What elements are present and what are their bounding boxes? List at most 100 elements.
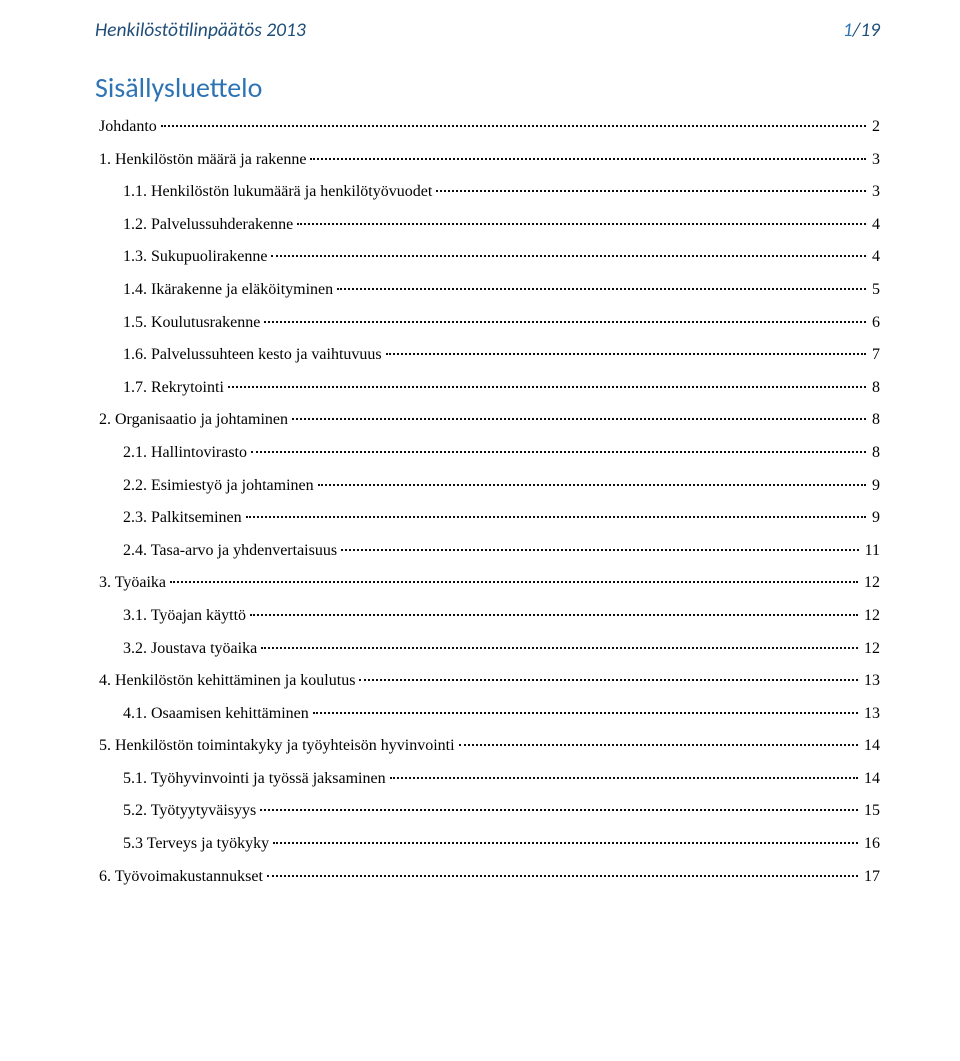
toc-label: 2.4. Tasa-arvo ja yhdenvertaisuus <box>123 540 341 562</box>
toc-entry[interactable]: 2.2. Esimiestyö ja johtaminen 9 <box>99 474 880 497</box>
toc-leader <box>264 311 866 327</box>
page: Henkilöstötilinpäätös 2013 1/19 Sisällys… <box>0 0 960 1061</box>
toc-label: 3. Työaika <box>99 572 170 594</box>
toc-page: 2 <box>866 116 880 138</box>
toc-entry[interactable]: 1.3. Sukupuolirakenne 4 <box>99 245 880 268</box>
page-header: Henkilöstötilinpäätös 2013 1/19 <box>95 18 880 42</box>
toc-page: 16 <box>858 833 880 855</box>
toc-entry[interactable]: 6. Työvoimakustannukset 17 <box>99 865 880 888</box>
toc-label: 2.2. Esimiestyö ja johtaminen <box>123 475 318 497</box>
page-total: 19 <box>860 18 880 42</box>
toc-page: 8 <box>866 442 880 464</box>
toc-label: 3.2. Joustava työaika <box>123 638 261 660</box>
toc-label: 5.2. Työtyytyväisyys <box>123 800 260 822</box>
toc-leader <box>341 539 859 555</box>
toc-label: 1.4. Ikärakenne ja eläköityminen <box>123 279 337 301</box>
toc: Johdanto 2 1. Henkilöstön määrä ja raken… <box>99 115 880 887</box>
toc-page: 13 <box>858 703 880 725</box>
toc-page: 8 <box>866 409 880 431</box>
toc-entry[interactable]: 4.1. Osaamisen kehittäminen 13 <box>99 702 880 725</box>
toc-leader <box>459 734 858 750</box>
toc-entry[interactable]: 5.3 Terveys ja työkyky 16 <box>99 832 880 855</box>
toc-label: 2.1. Hallintovirasto <box>123 442 251 464</box>
toc-label: 6. Työvoimakustannukset <box>99 866 267 888</box>
toc-entry[interactable]: 1.1. Henkilöstön lukumäärä ja henkilötyö… <box>99 180 880 203</box>
toc-label: 5. Henkilöstön toimintakyky ja työyhteis… <box>99 735 459 757</box>
toc-leader <box>436 180 866 196</box>
toc-page: 6 <box>866 312 880 334</box>
toc-leader <box>318 474 866 490</box>
toc-entry[interactable]: 5.2. Työtyytyväisyys 15 <box>99 799 880 822</box>
toc-page: 12 <box>858 638 880 660</box>
toc-label: 5.1. Työhyvinvointi ja työssä jaksaminen <box>123 768 390 790</box>
toc-entry[interactable]: 2. Organisaatio ja johtaminen 8 <box>99 408 880 431</box>
page-number: 1/19 <box>843 18 880 42</box>
toc-leader <box>250 604 858 620</box>
toc-page: 12 <box>858 572 880 594</box>
toc-entry[interactable]: 2.4. Tasa-arvo ja yhdenvertaisuus 11 <box>99 539 880 562</box>
toc-leader <box>297 213 866 229</box>
toc-leader <box>386 343 866 359</box>
toc-label: 1.6. Palvelussuhteen kesto ja vaihtuvuus <box>123 344 386 366</box>
toc-entry[interactable]: 1.2. Palvelussuhderakenne 4 <box>99 213 880 236</box>
toc-entry[interactable]: 1. Henkilöstön määrä ja rakenne 3 <box>99 148 880 171</box>
toc-page: 12 <box>858 605 880 627</box>
toc-page: 5 <box>866 279 880 301</box>
toc-leader <box>273 832 858 848</box>
toc-leader <box>292 408 866 424</box>
toc-leader <box>310 148 866 164</box>
toc-leader <box>271 245 866 261</box>
toc-label: 4.1. Osaamisen kehittäminen <box>123 703 313 725</box>
toc-label: 4. Henkilöstön kehittäminen ja koulutus <box>99 670 359 692</box>
toc-entry[interactable]: 1.4. Ikärakenne ja eläköityminen 5 <box>99 278 880 301</box>
toc-entry[interactable]: 3.1. Työajan käyttö 12 <box>99 604 880 627</box>
doc-title: Henkilöstötilinpäätös 2013 <box>95 18 306 42</box>
toc-entry[interactable]: 2.3. Palkitseminen 9 <box>99 506 880 529</box>
toc-page: 4 <box>866 214 880 236</box>
toc-label: 1.2. Palvelussuhderakenne <box>123 214 297 236</box>
toc-label: 1. Henkilöstön määrä ja rakenne <box>99 149 310 171</box>
toc-page: 9 <box>866 475 880 497</box>
toc-page: 13 <box>858 670 880 692</box>
toc-page: 7 <box>866 344 880 366</box>
toc-label: 1.3. Sukupuolirakenne <box>123 246 271 268</box>
toc-entry[interactable]: 1.6. Palvelussuhteen kesto ja vaihtuvuus… <box>99 343 880 366</box>
toc-page: 4 <box>866 246 880 268</box>
toc-page: 14 <box>858 735 880 757</box>
toc-entry[interactable]: 3.2. Joustava työaika 12 <box>99 637 880 660</box>
toc-entry[interactable]: 5.1. Työhyvinvointi ja työssä jaksaminen… <box>99 767 880 790</box>
toc-leader <box>267 865 858 881</box>
toc-leader <box>246 506 866 522</box>
toc-page: 15 <box>858 800 880 822</box>
toc-entry[interactable]: 1.7. Rekrytointi 8 <box>99 376 880 399</box>
toc-entry[interactable]: Johdanto 2 <box>99 115 880 138</box>
toc-entry[interactable]: 3. Työaika 12 <box>99 571 880 594</box>
toc-leader <box>260 799 858 815</box>
toc-entry[interactable]: 4. Henkilöstön kehittäminen ja koulutus … <box>99 669 880 692</box>
toc-leader <box>261 637 858 653</box>
toc-page: 17 <box>858 866 880 888</box>
toc-entry[interactable]: 1.5. Koulutusrakenne 6 <box>99 311 880 334</box>
toc-label: 2. Organisaatio ja johtaminen <box>99 409 292 431</box>
toc-label: 3.1. Työajan käyttö <box>123 605 250 627</box>
toc-label: 1.7. Rekrytointi <box>123 377 228 399</box>
toc-page: 14 <box>858 768 880 790</box>
toc-label: 5.3 Terveys ja työkyky <box>123 833 273 855</box>
toc-title: Sisällysluettelo <box>95 70 880 105</box>
toc-page: 3 <box>866 149 880 171</box>
toc-entry[interactable]: 2.1. Hallintovirasto 8 <box>99 441 880 464</box>
toc-page: 3 <box>866 181 880 203</box>
toc-page: 8 <box>866 377 880 399</box>
page-current: 1 <box>843 18 853 42</box>
toc-leader <box>359 669 858 685</box>
toc-leader <box>251 441 866 457</box>
toc-leader <box>313 702 858 718</box>
toc-leader <box>170 571 858 587</box>
toc-leader <box>161 115 866 131</box>
toc-label: 1.1. Henkilöstön lukumäärä ja henkilötyö… <box>123 181 436 203</box>
toc-entry[interactable]: 5. Henkilöstön toimintakyky ja työyhteis… <box>99 734 880 757</box>
toc-label: 1.5. Koulutusrakenne <box>123 312 264 334</box>
toc-leader <box>228 376 866 392</box>
toc-label: 2.3. Palkitseminen <box>123 507 246 529</box>
toc-page: 11 <box>859 540 880 562</box>
